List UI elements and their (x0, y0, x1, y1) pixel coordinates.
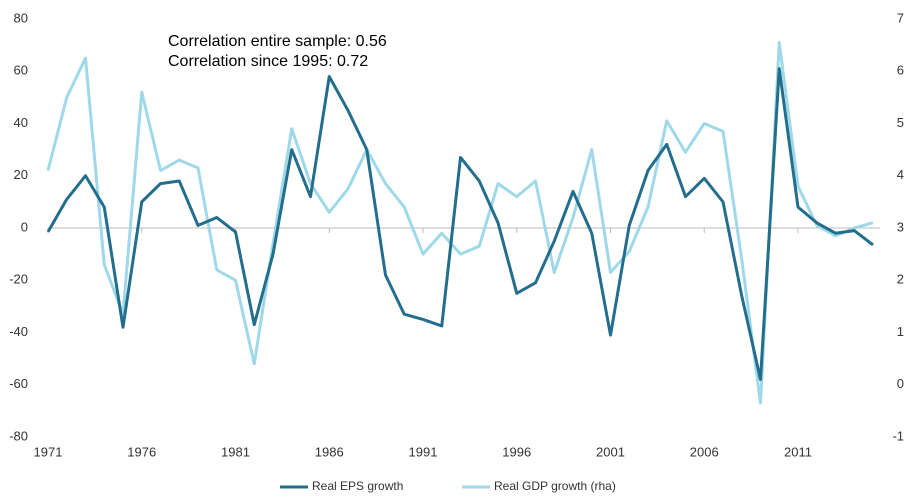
y2-tick-label: 3 (897, 219, 904, 234)
y2-tick-label: 0 (897, 376, 904, 391)
y2-tick-label: -1 (892, 428, 904, 443)
y-tick-label: 80 (14, 10, 28, 25)
x-tick-label: 1971 (34, 444, 63, 459)
x-tick-label: 2011 (784, 444, 812, 459)
x-tick-label: 2006 (690, 444, 719, 459)
y2-tick-label: 2 (897, 272, 904, 287)
legend-label: Real EPS growth (312, 479, 403, 493)
y-tick-label: 40 (14, 115, 28, 130)
x-tick-label: 1996 (502, 444, 531, 459)
y-tick-label: -60 (9, 376, 28, 391)
x-tick-label: 1976 (127, 444, 156, 459)
series-line (46, 41, 874, 405)
x-tick-label: 1981 (221, 444, 250, 459)
y2-tick-label: 6 (897, 63, 904, 78)
x-tick-label: 1991 (409, 444, 438, 459)
x-tick-label: 2001 (596, 444, 625, 459)
annotation: Correlation entire sample: 0.56 (168, 33, 387, 50)
y-tick-label: 60 (14, 63, 28, 78)
y2-tick-label: 7 (897, 10, 904, 25)
y-tick-label: -40 (9, 324, 28, 339)
series-line (46, 67, 874, 382)
y2-tick-label: 1 (897, 324, 904, 339)
legend-label: Real GDP growth (rha) (494, 479, 616, 493)
y2-tick-label: 4 (897, 167, 904, 182)
annotation: Correlation since 1995: 0.72 (168, 53, 368, 70)
y2-tick-label: 5 (897, 115, 904, 130)
y-tick-label: 0 (21, 219, 28, 234)
y-tick-label: 20 (14, 167, 28, 182)
y-tick-label: -20 (9, 272, 28, 287)
x-tick-label: 1986 (315, 444, 344, 459)
y-tick-label: -80 (9, 428, 28, 443)
